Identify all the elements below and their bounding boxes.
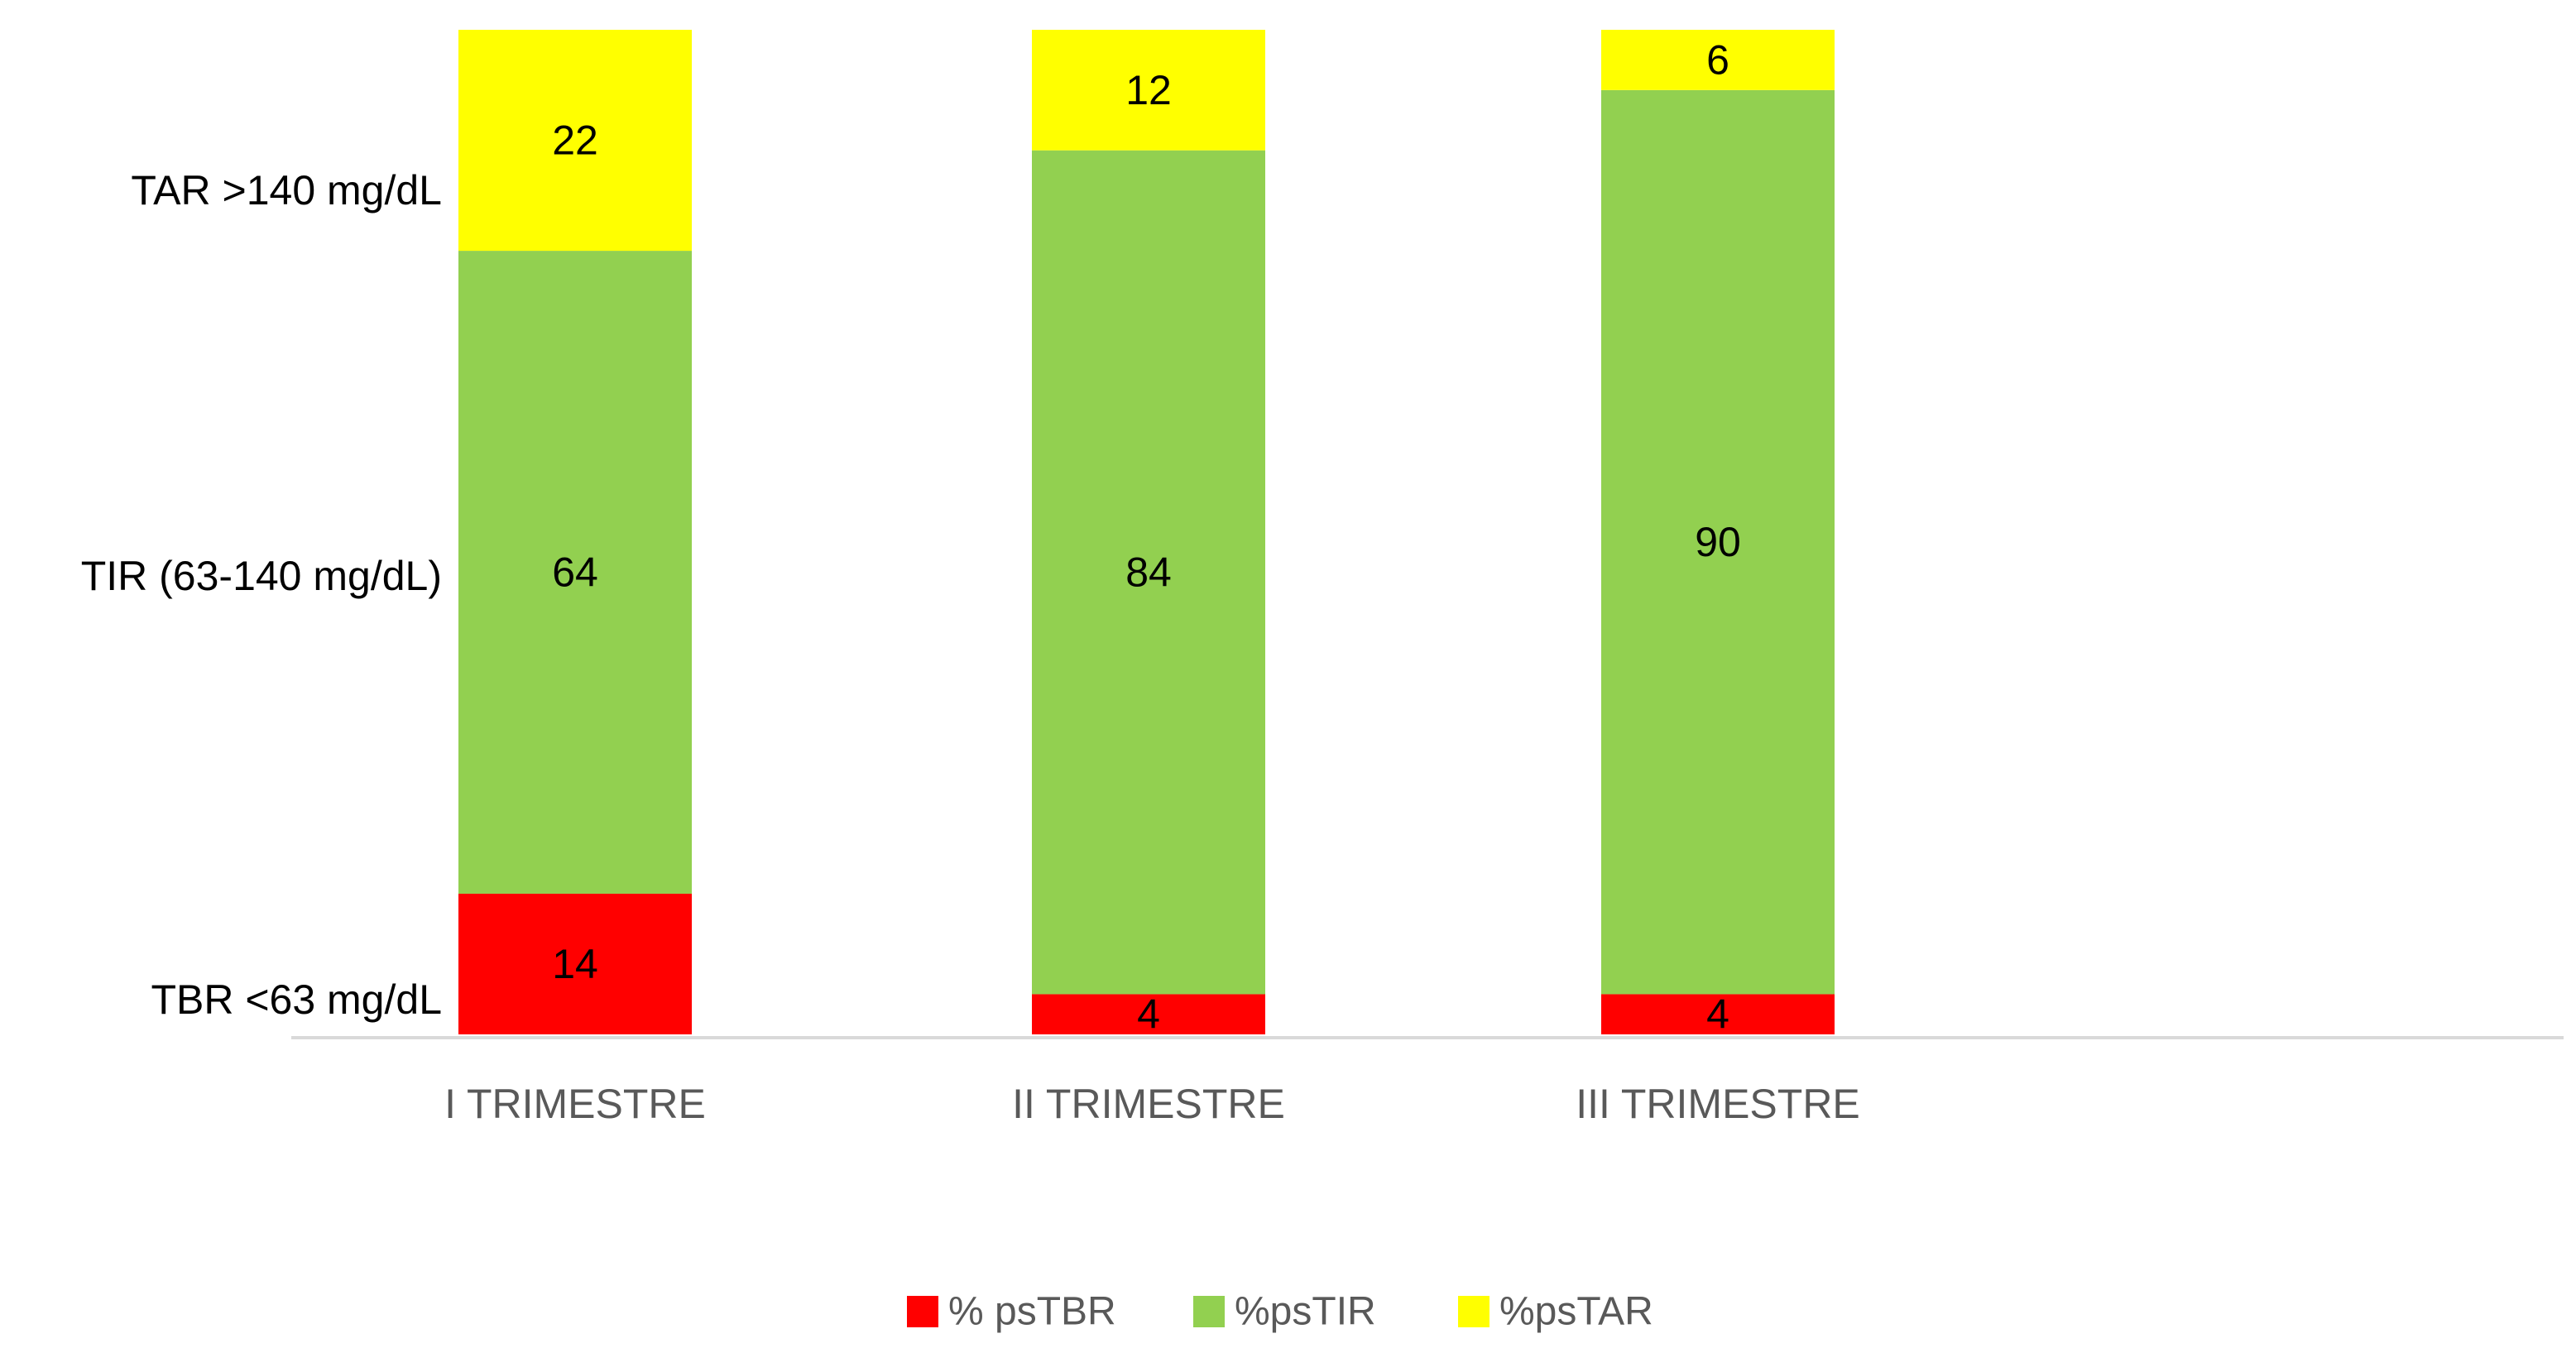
legend-swatch xyxy=(1193,1296,1225,1327)
legend-item: % psTBR xyxy=(907,1290,1116,1334)
legend-item: %psTIR xyxy=(1193,1290,1376,1334)
x-axis-tick-labels: I TRIMESTRE II TRIMESTRE III TRIMESTRE xyxy=(444,1081,1860,1127)
x-tick-label: III TRIMESTRE xyxy=(1576,1081,1860,1127)
value-labels-group: 14 64 22 4 84 12 4 90 6 xyxy=(552,36,1741,1037)
x-tick-label: I TRIMESTRE xyxy=(444,1081,706,1127)
bar-segment xyxy=(458,30,692,252)
legend-swatch xyxy=(1458,1296,1489,1327)
bar-segment xyxy=(458,251,692,895)
x-tick-label: II TRIMESTRE xyxy=(1012,1081,1285,1127)
bar-segment xyxy=(458,894,692,1034)
data-label: 90 xyxy=(1695,519,1741,565)
legend: % psTBR %psTIR %psTAR xyxy=(907,1290,1653,1334)
y-category-label: TBR <63 mg/dL xyxy=(151,976,442,1023)
legend-swatch xyxy=(907,1296,938,1327)
bar-segment xyxy=(1032,150,1265,995)
legend-label: % psTBR xyxy=(948,1290,1116,1334)
bar-segment xyxy=(1601,994,1835,1034)
bar-segment xyxy=(1601,30,1835,90)
data-label: 4 xyxy=(1706,991,1729,1038)
legend-item: %psTAR xyxy=(1458,1290,1653,1334)
bar-segment xyxy=(1032,994,1265,1034)
bar-segment xyxy=(1032,30,1265,151)
bars-group xyxy=(458,30,1835,1034)
data-label: 84 xyxy=(1125,549,1172,596)
data-label: 6 xyxy=(1706,36,1729,83)
data-label: 22 xyxy=(552,118,598,164)
data-label: 64 xyxy=(552,549,598,596)
bar-segment xyxy=(1601,89,1835,995)
data-label: 4 xyxy=(1137,991,1160,1038)
data-label: 12 xyxy=(1125,67,1172,113)
y-axis-category-labels: TBR <63 mg/dL TIR (63-140 mg/dL) TAR >140 … xyxy=(81,167,442,1023)
y-category-label: TAR >140 mg/dL xyxy=(131,167,442,213)
data-label: 14 xyxy=(552,941,598,987)
y-category-label: TIR (63-140 mg/dL) xyxy=(81,553,442,599)
legend-label: %psTAR xyxy=(1499,1290,1653,1334)
legend-label: %psTIR xyxy=(1235,1290,1376,1334)
